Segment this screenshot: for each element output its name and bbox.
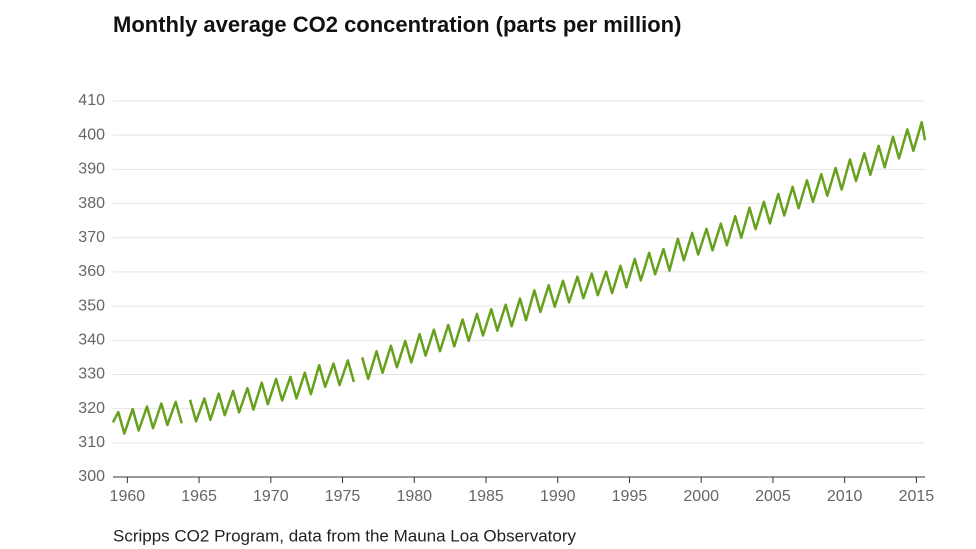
x-tick-label: 1990: [540, 488, 576, 505]
x-tick-label: 1985: [468, 488, 504, 505]
y-tick-label: 380: [78, 195, 105, 212]
x-tick-label: 1975: [325, 488, 361, 505]
x-tick-label: 1960: [110, 488, 146, 505]
caption: Scripps CO2 Program, data from the Mauna…: [113, 526, 576, 545]
x-tick-label: 2000: [683, 488, 719, 505]
y-tick-label: 340: [78, 331, 105, 348]
line-series: [360, 120, 927, 381]
y-tick-label: 330: [78, 366, 105, 383]
line-series: [188, 359, 356, 423]
y-tick-label: 390: [78, 161, 105, 178]
x-tick-label: 1970: [253, 488, 289, 505]
y-tick-label: 310: [78, 434, 105, 451]
x-tick-label: 2005: [755, 488, 791, 505]
y-tick-label: 410: [78, 92, 105, 109]
chart-title: Monthly average CO2 concentration (parts…: [113, 12, 681, 37]
line-series: [111, 400, 183, 435]
x-tick-label: 1965: [181, 488, 217, 505]
x-tick-label: 1980: [396, 488, 432, 505]
x-tick-label: 2010: [827, 488, 863, 505]
y-tick-label: 300: [78, 468, 105, 485]
x-tick-label: 1995: [612, 488, 648, 505]
y-tick-label: 320: [78, 400, 105, 417]
y-tick-label: 400: [78, 126, 105, 143]
y-tick-label: 350: [78, 297, 105, 314]
y-tick-label: 370: [78, 229, 105, 246]
x-tick-label: 2015: [899, 488, 935, 505]
y-tick-label: 360: [78, 263, 105, 280]
